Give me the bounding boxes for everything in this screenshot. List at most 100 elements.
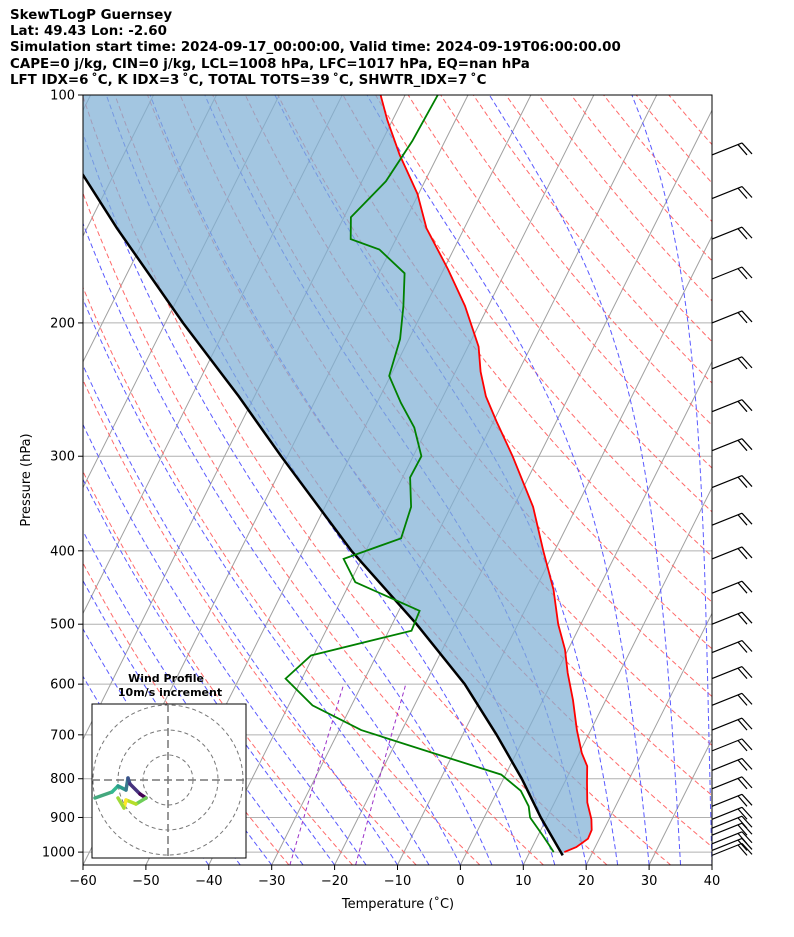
wind-barb-flag xyxy=(741,692,753,705)
wind-barb xyxy=(711,815,753,829)
wind-barb-staff xyxy=(711,815,743,829)
wind-barb xyxy=(711,806,753,820)
wind-barb-flag xyxy=(741,640,753,652)
moist-adiabat xyxy=(105,95,524,865)
wind-barb-flag xyxy=(737,476,748,488)
x-tick-label: −20 xyxy=(321,874,348,889)
wind-barb-flag xyxy=(741,580,753,593)
inset-subtitle: 10m/s increment xyxy=(118,686,222,699)
wind-barb-staff xyxy=(711,142,743,156)
wind-barb-flag xyxy=(737,808,748,820)
temperature-line xyxy=(379,95,593,853)
profile-lines xyxy=(83,95,593,857)
dry-adiabat xyxy=(83,95,608,865)
isotherm-line xyxy=(83,95,154,238)
wind-barb-staff xyxy=(711,512,743,526)
wind-barb-flag xyxy=(741,356,753,369)
wind-barb xyxy=(711,793,753,807)
wind-barb xyxy=(711,611,753,625)
wind-barb xyxy=(711,356,753,370)
mixing-ratio-line xyxy=(355,683,407,865)
wind-barb-flag xyxy=(737,719,748,731)
wind-barb-staff xyxy=(711,310,743,324)
dry-adiabat xyxy=(407,95,712,469)
wind-barb-flag xyxy=(737,439,748,452)
isotherm-line xyxy=(522,486,712,865)
wind-barb-flag xyxy=(741,310,753,323)
wind-barb-flag xyxy=(741,142,753,155)
wind-barb-staff xyxy=(711,692,743,706)
isotherm-line xyxy=(648,738,712,865)
hodograph-segment xyxy=(93,790,114,800)
wind-barb-flag xyxy=(737,641,748,653)
wind-barb xyxy=(711,185,753,200)
moist-adiabat xyxy=(83,530,304,865)
dry-adiabat xyxy=(440,95,712,426)
wind-barb xyxy=(711,580,753,594)
wind-barb-flag xyxy=(737,358,748,370)
cape-shading xyxy=(83,95,592,856)
wind-barb-flag xyxy=(737,694,748,706)
wind-barb-flag xyxy=(741,738,753,751)
inset-rings xyxy=(92,704,246,858)
wind-barb-flag xyxy=(741,399,753,412)
moist-adiabat xyxy=(83,222,461,865)
wind-barb-staff xyxy=(711,776,743,790)
wind-barb-flag xyxy=(737,817,748,829)
wind-barb-staff xyxy=(711,837,743,852)
wind-barb-flag xyxy=(741,438,753,451)
wind-barb-flag xyxy=(741,266,753,279)
y-tick-label: 700 xyxy=(50,728,75,743)
wind-barb xyxy=(711,738,753,752)
wind-barb-flag xyxy=(737,613,748,625)
moist-adiabat xyxy=(83,423,367,865)
wind-barb-staff xyxy=(711,611,743,625)
wind-barb-staff xyxy=(711,738,743,752)
wind-barb-flag xyxy=(737,144,748,156)
axes: −60 −50 −40 −30 −20 −10 0 10 20 30 40 1000 900 800 700… xyxy=(42,89,720,890)
wind-barb-staff xyxy=(711,842,743,856)
wind-barb-staff xyxy=(711,793,743,807)
wind-barb-flag xyxy=(737,400,748,413)
dry-adiabat xyxy=(603,95,712,223)
wind-barb xyxy=(711,399,753,413)
dry-adiabat xyxy=(342,95,712,558)
y-tick-label: 400 xyxy=(50,544,75,559)
wind-barb-flag xyxy=(741,793,753,806)
dry-adiabat xyxy=(83,191,544,865)
wind-barb xyxy=(711,546,753,560)
wind-barb-staff xyxy=(711,356,743,370)
wind-barb-flag xyxy=(737,740,748,752)
hodograph-trace xyxy=(93,776,148,810)
moist-adiabat xyxy=(366,95,650,865)
x-tick-label: 20 xyxy=(578,874,595,889)
mixing-ratio-line xyxy=(289,683,345,865)
wind-barb-staff xyxy=(711,822,743,836)
chart-title-station: SkewTLogP Guernsey xyxy=(10,8,173,23)
wind-barb-flag xyxy=(741,666,753,679)
wind-barb xyxy=(711,842,753,856)
wind-barb-flag xyxy=(741,776,753,789)
isotherm-line xyxy=(711,863,712,865)
x-tick-label: 30 xyxy=(641,874,658,889)
wind-barb-flag xyxy=(741,831,753,844)
wind-barb-flag xyxy=(741,546,753,559)
y-tick-label: 300 xyxy=(50,450,75,465)
wind-barb-flag xyxy=(741,186,753,198)
wind-barbs xyxy=(711,142,753,856)
wind-barb-flag xyxy=(737,844,748,856)
wind-barb-flag xyxy=(737,759,748,771)
x-tick-label: −50 xyxy=(132,874,159,889)
x-tick-label: −40 xyxy=(195,874,222,889)
x-tick-label: −10 xyxy=(384,874,411,889)
wind-barb xyxy=(711,142,753,156)
wind-barb-staff xyxy=(711,185,743,200)
wind-barb-flag xyxy=(737,839,748,851)
wind-barb-staff xyxy=(711,666,743,680)
y-tick-label: 1000 xyxy=(42,846,75,861)
wind-barb-flag xyxy=(737,824,748,836)
wind-profile-inset: Wind Profile 10m/s increment xyxy=(91,672,247,859)
dry-adiabat xyxy=(114,95,671,865)
isotherm-line xyxy=(334,109,712,865)
